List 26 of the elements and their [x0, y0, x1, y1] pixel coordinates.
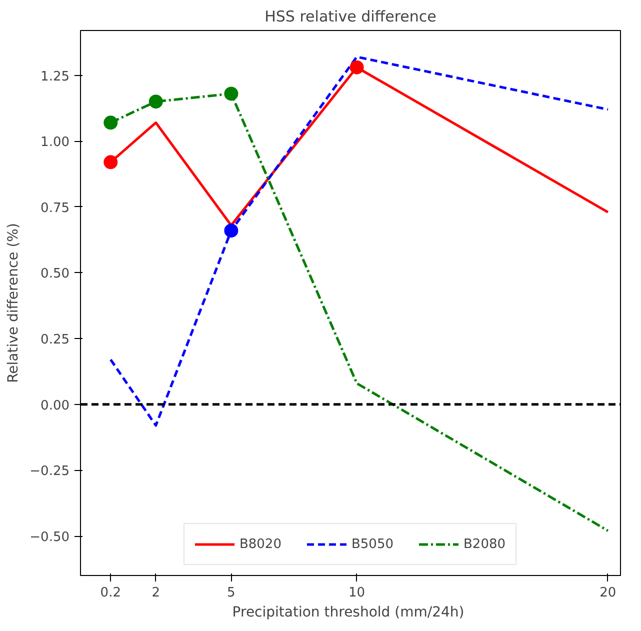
legend-label: B2080	[464, 536, 506, 552]
point	[104, 155, 118, 170]
x-axis-title: Precipitation threshold (mm/24h)	[232, 604, 464, 620]
y-tick-label: 0.25	[40, 332, 70, 348]
x-tick-label: 10	[348, 586, 366, 600]
point	[224, 224, 238, 238]
x-tick-label: 0.2	[100, 586, 121, 600]
y-tick-label: −0.50	[30, 530, 70, 546]
y-axis-title: Relative difference (%)	[6, 223, 22, 383]
point	[148, 94, 163, 109]
chart-title: HSS relative difference	[264, 8, 436, 26]
y-tick-label: 0.75	[40, 200, 70, 216]
y-tick-label: 0.00	[40, 398, 70, 414]
x-tick-label: 20	[600, 586, 616, 600]
point	[350, 60, 364, 74]
point	[224, 86, 238, 101]
line-series	[109, 56, 610, 427]
point	[104, 116, 118, 130]
legend-label: B5050	[351, 536, 394, 552]
x-tick-label: 2	[152, 586, 160, 600]
y-tick-label: −0.25	[30, 464, 70, 480]
y-tick-label: 0.50	[40, 266, 70, 282]
legend-label: B8020	[239, 536, 282, 552]
x-tick-label: 5	[227, 586, 236, 600]
y-tick-label: 1.25	[40, 69, 70, 84]
y-tick-label: 1.00	[40, 135, 70, 150]
